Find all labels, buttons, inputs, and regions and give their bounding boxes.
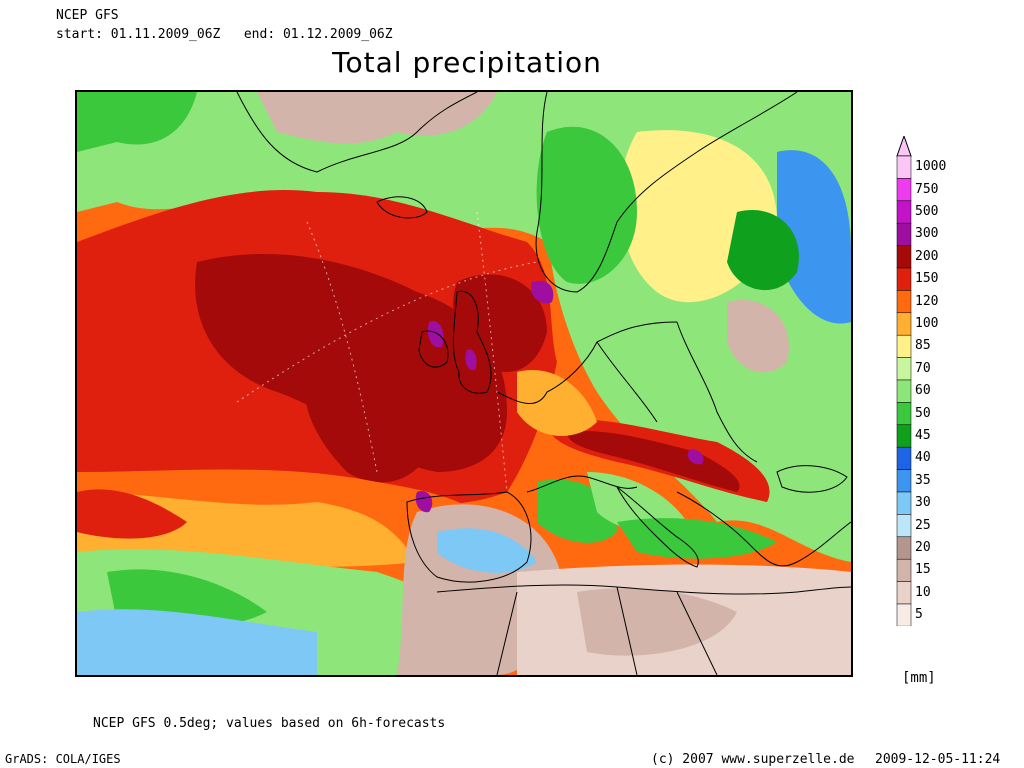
field-west-red-blob: [77, 489, 187, 539]
graticule-line-2: [306, 221, 378, 473]
graticule: [236, 211, 538, 493]
field-core-ireland: [465, 349, 477, 371]
legend-label: 5: [915, 607, 923, 623]
field-france-orange: [517, 370, 597, 436]
legend-boxes: [896, 136, 912, 626]
precipitation-map: [75, 90, 853, 677]
software-credit: GrADS: COLA/IGES: [5, 752, 121, 766]
field-med-green: [617, 518, 777, 559]
coast-africa: [436, 584, 851, 595]
coast-france-south: [526, 475, 638, 493]
coast-ireland: [418, 330, 449, 368]
border-africa-3: [496, 591, 518, 675]
legend-label: 750: [915, 181, 939, 197]
generated-timestamp: 2009-12-05-11:24: [875, 752, 1001, 767]
legend-label: 300: [915, 226, 939, 242]
field-core-scotland: [427, 321, 444, 348]
model-name: NCEP GFS: [56, 8, 119, 23]
legend-label: 25: [915, 517, 931, 533]
border-east-2: [596, 341, 658, 423]
legend-arrow-top: [896, 136, 912, 157]
field-core-norway: [531, 280, 554, 304]
precipitation-field: [77, 92, 851, 675]
legend-swatch: [896, 536, 912, 560]
legend-swatch: [896, 558, 912, 582]
field-east-blue: [777, 150, 851, 324]
legend-unit: [mm]: [902, 670, 936, 686]
field-atlantic-darkred-2: [304, 372, 427, 483]
legend-swatch: [896, 357, 912, 381]
legend-label: 30: [915, 495, 931, 511]
legend-swatch: [896, 267, 912, 291]
field-core-spain: [415, 491, 433, 513]
legend-swatch: [896, 424, 912, 448]
legend-swatch: [896, 402, 912, 426]
coast-europe-west: [496, 321, 678, 405]
legend-swatch: [896, 155, 912, 179]
graticule-line-1: [236, 261, 538, 403]
forecast-period: start: 01.11.2009_06Z end: 01.12.2009_06…: [56, 27, 393, 42]
coast-britain: [452, 290, 492, 394]
legend-label: 1000: [915, 159, 947, 175]
field-alps-darkred: [567, 431, 740, 492]
field-north-brown: [257, 92, 497, 144]
legend-label: 60: [915, 383, 931, 399]
legend-label: 50: [915, 405, 931, 421]
coast-italy: [616, 486, 699, 568]
coast-scandinavia: [535, 92, 798, 293]
coastlines: [236, 92, 851, 675]
copyright-text: (c) 2007 www.superzelle.de: [651, 752, 855, 767]
color-legend: [896, 136, 912, 626]
legend-label: 15: [915, 562, 931, 578]
graticule-line-3: [476, 211, 508, 493]
legend-swatch: [896, 222, 912, 246]
legend-label: 500: [915, 204, 939, 219]
field-spain-blue: [437, 528, 537, 573]
legend-swatch: [896, 290, 912, 314]
legend-swatch: [896, 446, 912, 470]
border-africa-2: [676, 591, 718, 675]
legend-swatch: [896, 514, 912, 538]
field-east-darkgreen: [727, 210, 799, 291]
legend-swatch: [896, 200, 912, 224]
coast-iceland: [376, 196, 428, 219]
legend-label: 120: [915, 293, 939, 309]
field-northwest: [77, 92, 197, 152]
map-title: Total precipitation: [332, 46, 602, 79]
border-east-1: [676, 321, 758, 463]
legend-swatch: [896, 581, 912, 605]
legend-label: 20: [915, 540, 931, 555]
data-source-note: NCEP GFS 0.5deg; values based on 6h-fore…: [93, 716, 446, 731]
coast-balkans: [676, 491, 851, 567]
legend-label: 200: [915, 248, 939, 264]
legend-label: 35: [915, 472, 931, 488]
border-africa-1: [616, 586, 638, 675]
legend-swatch: [896, 334, 912, 358]
legend-label: 85: [915, 338, 931, 354]
coast-greenland: [236, 92, 478, 173]
legend-label: 150: [915, 271, 939, 287]
field-balkans-brown: [727, 300, 789, 373]
legend-label: 40: [915, 450, 931, 466]
legend-swatch: [896, 178, 912, 202]
coast-iberia: [406, 491, 532, 583]
field-scand-green: [536, 126, 637, 284]
field-atlantic-darkred: [195, 253, 508, 472]
legend-label: 70: [915, 360, 931, 376]
field-africa-brown: [577, 588, 737, 656]
field-core-alps: [687, 449, 704, 465]
legend-swatch: [896, 312, 912, 336]
legend-label: 10: [915, 584, 931, 600]
legend-swatch: [896, 469, 912, 493]
legend-swatch: [896, 245, 912, 269]
legend-swatch: [896, 491, 912, 515]
legend-label: 45: [915, 428, 931, 443]
legend-swatch: [896, 379, 912, 403]
legend-swatch: [896, 603, 912, 626]
coast-black-sea: [776, 465, 848, 493]
legend-label: 100: [915, 316, 939, 331]
field-northsea-darkred: [453, 274, 547, 372]
field-italy-green: [587, 472, 687, 533]
field-south-blue: [77, 609, 317, 675]
